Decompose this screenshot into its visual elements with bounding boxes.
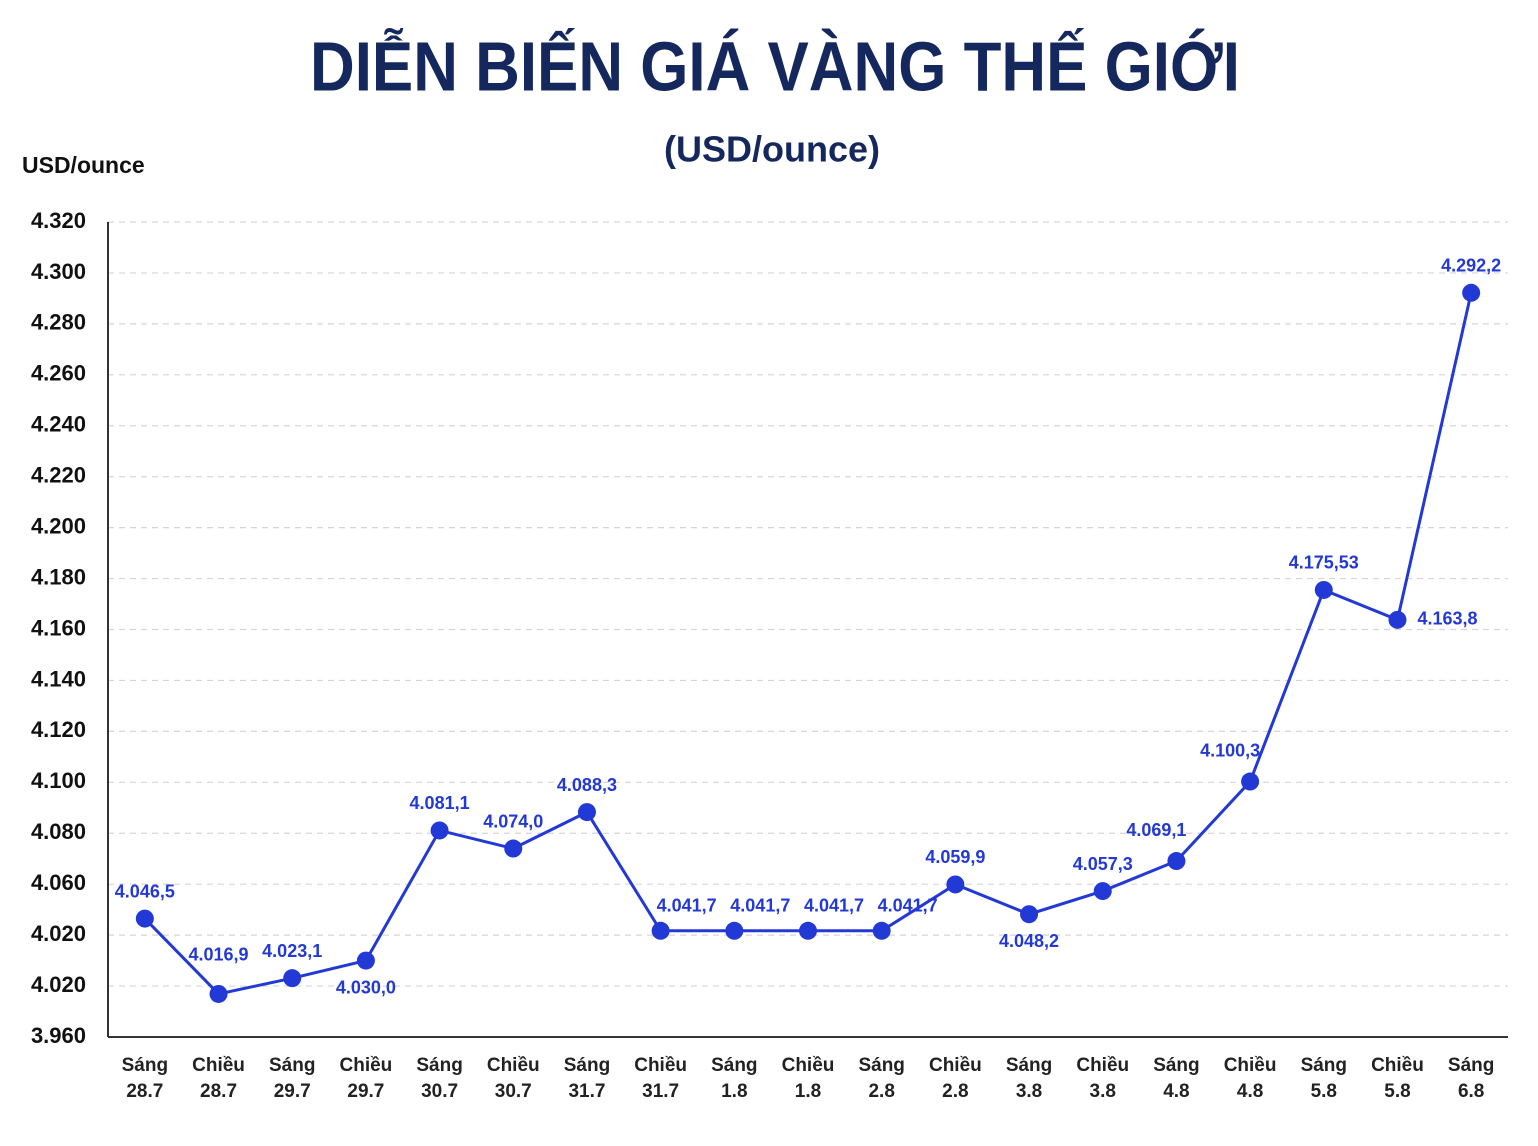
x-tick-label: 1.8 <box>721 1081 747 1102</box>
y-tick-label: 4.060 <box>31 870 86 895</box>
x-tick-label: Chiều <box>1371 1055 1424 1076</box>
y-tick-label: 4.080 <box>31 819 86 844</box>
x-tick-label: Chiều <box>340 1055 393 1076</box>
y-tick-label: 4.180 <box>31 564 86 589</box>
value-label: 4.048,2 <box>999 931 1059 951</box>
value-label: 4.175,53 <box>1289 553 1359 573</box>
y-axis-label: USD/ounce <box>22 152 145 178</box>
x-tick-label: Sáng <box>564 1055 610 1076</box>
point <box>1241 772 1260 791</box>
x-tick-label: 30.7 <box>421 1081 458 1102</box>
y-tick-label: 4.300 <box>31 259 86 284</box>
x-tick-label: 2.8 <box>942 1081 968 1102</box>
y-tick-label: 4.020 <box>31 972 86 997</box>
value-label: 4.030,0 <box>336 977 396 997</box>
x-tick-label: 6.8 <box>1458 1081 1484 1102</box>
x-tick-label: Chiều <box>634 1055 687 1076</box>
point <box>135 909 154 928</box>
x-tick-label: 31.7 <box>568 1081 605 1102</box>
point <box>799 921 817 940</box>
x-tick-label: 1.8 <box>795 1081 821 1102</box>
x-tick-label: 5.8 <box>1311 1081 1337 1102</box>
x-tick-label: Chiều <box>487 1055 540 1076</box>
x-tick-label: 5.8 <box>1384 1081 1410 1102</box>
value-label: 4.074,0 <box>483 811 543 831</box>
point <box>872 921 891 940</box>
value-label: 4.041,7 <box>730 896 790 916</box>
x-tick-label: Sáng <box>1153 1055 1199 1076</box>
y-tick-label: 4.140 <box>31 666 86 691</box>
chart-title: DIỄN BIẾN GIÁ VÀNG THẾ GIỚI <box>310 26 1240 105</box>
x-tick-label: Chiều <box>1076 1055 1129 1076</box>
x-tick-label: Sáng <box>122 1055 168 1076</box>
point <box>1314 580 1333 599</box>
y-tick-label: 4.320 <box>31 208 86 233</box>
point <box>577 803 596 822</box>
value-label: 4.100,3 <box>1200 740 1260 760</box>
value-label: 4.041,7 <box>804 896 864 916</box>
point <box>946 875 965 894</box>
value-label: 4.057,3 <box>1073 854 1133 874</box>
point <box>1167 852 1186 871</box>
y-tick-label: 4.280 <box>31 310 86 335</box>
point <box>1462 283 1481 302</box>
value-label: 4.041,7 <box>878 896 938 916</box>
x-tick-label: Sáng <box>416 1055 462 1076</box>
x-tick-label: Sáng <box>858 1055 904 1076</box>
x-tick-label: Chiều <box>1224 1055 1277 1076</box>
point <box>1020 905 1039 924</box>
value-label: 4.023,1 <box>262 941 322 961</box>
point <box>283 969 302 988</box>
y-tick-label: 3.960 <box>31 1023 86 1048</box>
y-tick-label: 4.160 <box>31 615 86 640</box>
x-tick-label: Sáng <box>1448 1055 1494 1076</box>
value-label: 4.059,9 <box>925 847 985 867</box>
value-label: 4.016,9 <box>188 945 248 965</box>
x-tick-label: Sáng <box>1301 1055 1347 1076</box>
y-tick-label: 4.220 <box>31 463 86 488</box>
chart-subtitle: (USD/ounce) <box>664 129 880 170</box>
x-tick-label: 2.8 <box>868 1081 894 1102</box>
x-tick-label: 3.8 <box>1016 1081 1042 1102</box>
y-tick-label: 4.260 <box>31 361 86 386</box>
x-tick-label: 4.8 <box>1163 1081 1189 1102</box>
x-tick-label: 28.7 <box>126 1081 163 1102</box>
value-label: 4.292,2 <box>1441 256 1501 276</box>
point <box>1093 882 1112 901</box>
x-tick-label: 30.7 <box>495 1081 532 1102</box>
x-tick-label: 29.7 <box>347 1081 384 1102</box>
point <box>504 839 523 858</box>
point <box>356 951 375 970</box>
point <box>651 921 670 940</box>
x-tick-label: Chiều <box>192 1055 245 1076</box>
value-label: 4.081,1 <box>410 793 470 813</box>
point <box>1388 610 1407 629</box>
x-tick-label: 29.7 <box>274 1081 311 1102</box>
x-tick-label: Sáng <box>711 1055 757 1076</box>
x-tick-label: 31.7 <box>642 1081 679 1102</box>
value-label: 4.041,7 <box>657 896 717 916</box>
value-label: 4.069,1 <box>1126 820 1186 840</box>
x-tick-label: Sáng <box>1006 1055 1052 1076</box>
y-tick-label: 4.120 <box>31 717 86 742</box>
line <box>143 292 1473 996</box>
x-tick-label: 28.7 <box>200 1081 237 1102</box>
value-label: 4.046,5 <box>115 881 175 901</box>
point <box>209 984 228 1003</box>
y-tick-label: 4.200 <box>31 513 86 538</box>
point <box>430 821 449 840</box>
value-label: 4.088,3 <box>557 775 617 795</box>
y-tick-label: 4.020 <box>31 921 86 946</box>
value-label: 4.163,8 <box>1417 609 1477 629</box>
y-tick-label: 4.240 <box>31 412 86 437</box>
x-tick-label: Sáng <box>269 1055 315 1076</box>
point <box>725 921 744 940</box>
x-tick-label: Chiều <box>929 1055 982 1076</box>
x-tick-label: 4.8 <box>1237 1081 1263 1102</box>
x-tick-label: Chiều <box>782 1055 835 1076</box>
x-tick-label: 3.8 <box>1090 1081 1116 1102</box>
y-tick-label: 4.100 <box>31 768 86 793</box>
